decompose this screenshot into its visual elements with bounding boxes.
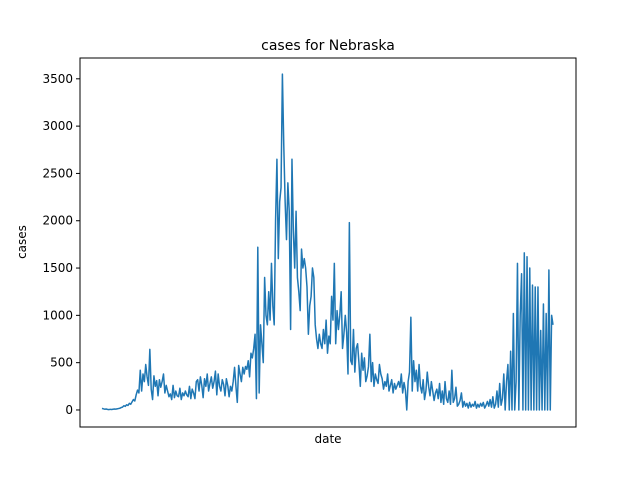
y-tick-label: 3000: [42, 119, 73, 133]
y-tick-label: 2000: [42, 214, 73, 228]
x-axis-label: date: [314, 432, 341, 446]
y-tick-label: 0: [65, 403, 73, 417]
y-axis-label: cases: [15, 225, 29, 259]
y-tick-label: 3500: [42, 72, 73, 86]
y-tick-label: 1000: [42, 308, 73, 322]
y-tick-label: 500: [50, 356, 73, 370]
series-line: [101, 73, 554, 411]
y-axis: 0 500 1000 1500 2000 2500 3000 3500: [42, 72, 80, 417]
y-tick-label: 1500: [42, 261, 73, 275]
chart-title: cases for Nebraska: [261, 38, 395, 54]
axes-frame: [79, 57, 577, 428]
plot-area: [101, 73, 554, 411]
y-tick-label: 2500: [42, 166, 73, 180]
